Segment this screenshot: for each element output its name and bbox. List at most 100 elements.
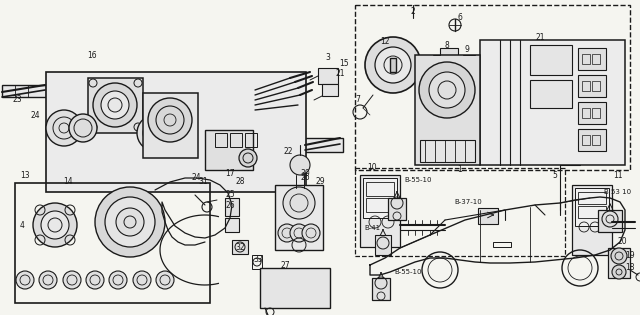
Text: 16: 16 bbox=[87, 50, 97, 60]
Bar bbox=[360, 175, 400, 247]
Bar bbox=[582, 108, 590, 118]
Circle shape bbox=[93, 83, 137, 127]
Text: 19: 19 bbox=[625, 250, 635, 260]
Bar bbox=[578, 102, 606, 124]
Bar bbox=[582, 81, 590, 91]
Circle shape bbox=[365, 37, 421, 93]
Text: 20: 20 bbox=[617, 238, 627, 247]
Bar bbox=[578, 129, 606, 151]
Circle shape bbox=[375, 47, 411, 83]
Bar bbox=[363, 178, 397, 218]
Circle shape bbox=[41, 211, 69, 239]
Text: 8: 8 bbox=[445, 41, 449, 49]
Circle shape bbox=[16, 271, 34, 289]
Circle shape bbox=[290, 155, 310, 175]
Bar bbox=[355, 5, 630, 170]
Bar bbox=[388, 198, 406, 220]
Bar bbox=[375, 235, 391, 255]
Text: 18: 18 bbox=[625, 264, 635, 272]
Text: 32: 32 bbox=[235, 243, 245, 253]
Bar bbox=[582, 54, 590, 64]
Text: 17: 17 bbox=[225, 169, 235, 177]
Text: 25
26: 25 26 bbox=[225, 190, 235, 210]
Text: 14: 14 bbox=[63, 177, 73, 186]
Circle shape bbox=[148, 98, 192, 142]
Bar bbox=[578, 206, 606, 218]
Bar bbox=[230, 133, 242, 147]
Bar bbox=[245, 133, 257, 147]
Bar bbox=[493, 242, 511, 247]
Text: 10: 10 bbox=[367, 163, 377, 173]
Text: 7: 7 bbox=[356, 95, 360, 105]
Text: B-55-10: B-55-10 bbox=[394, 269, 422, 275]
Bar bbox=[478, 208, 498, 224]
Circle shape bbox=[429, 72, 465, 108]
Circle shape bbox=[302, 224, 320, 242]
Text: 9: 9 bbox=[465, 45, 469, 54]
Text: 13: 13 bbox=[20, 170, 30, 180]
Bar bbox=[578, 75, 606, 97]
Bar bbox=[215, 133, 227, 147]
Bar bbox=[608, 248, 630, 278]
Text: 23: 23 bbox=[12, 95, 22, 105]
Bar bbox=[592, 54, 600, 64]
Circle shape bbox=[133, 271, 151, 289]
Bar bbox=[575, 188, 609, 226]
Bar bbox=[372, 278, 390, 300]
Text: B 53 10: B 53 10 bbox=[604, 189, 632, 195]
Circle shape bbox=[46, 110, 82, 146]
Text: 24: 24 bbox=[191, 174, 201, 182]
Text: 12: 12 bbox=[380, 37, 390, 47]
Circle shape bbox=[116, 208, 144, 236]
Text: 33: 33 bbox=[253, 255, 263, 265]
Circle shape bbox=[290, 224, 308, 242]
Circle shape bbox=[156, 271, 174, 289]
Bar bbox=[252, 255, 262, 269]
Text: 24: 24 bbox=[30, 111, 40, 119]
Text: 26: 26 bbox=[300, 174, 310, 182]
Bar bbox=[592, 108, 600, 118]
Bar bbox=[598, 210, 622, 232]
Text: 1: 1 bbox=[458, 165, 462, 175]
Text: 6: 6 bbox=[458, 14, 463, 22]
Bar bbox=[480, 40, 625, 165]
Bar bbox=[415, 55, 480, 165]
Circle shape bbox=[137, 115, 173, 151]
Bar bbox=[572, 185, 612, 255]
Circle shape bbox=[101, 91, 129, 119]
Text: 2: 2 bbox=[411, 8, 415, 16]
Circle shape bbox=[419, 62, 475, 118]
Bar bbox=[355, 168, 565, 256]
Text: 28: 28 bbox=[236, 177, 244, 186]
Circle shape bbox=[239, 149, 257, 167]
Text: 31: 31 bbox=[198, 177, 208, 186]
Circle shape bbox=[86, 271, 104, 289]
Bar bbox=[260, 268, 330, 308]
Bar bbox=[232, 240, 248, 254]
Circle shape bbox=[283, 187, 315, 219]
Text: 27: 27 bbox=[280, 261, 290, 270]
Text: 3: 3 bbox=[326, 53, 330, 61]
Bar bbox=[420, 140, 475, 162]
Bar bbox=[143, 93, 198, 158]
Bar bbox=[578, 192, 606, 204]
Circle shape bbox=[33, 203, 77, 247]
Bar bbox=[530, 45, 572, 75]
Text: B-37-10: B-37-10 bbox=[454, 199, 482, 205]
Bar bbox=[318, 68, 338, 84]
Circle shape bbox=[612, 265, 626, 279]
Bar bbox=[390, 58, 396, 72]
Bar bbox=[592, 135, 600, 145]
Bar bbox=[592, 81, 600, 91]
Bar bbox=[2, 85, 46, 97]
Circle shape bbox=[611, 248, 627, 264]
Text: 15: 15 bbox=[339, 59, 349, 67]
Bar bbox=[225, 198, 239, 216]
Circle shape bbox=[39, 271, 57, 289]
Bar bbox=[46, 72, 306, 192]
Text: 21: 21 bbox=[335, 68, 345, 77]
Circle shape bbox=[95, 187, 165, 257]
Text: 29: 29 bbox=[315, 177, 325, 186]
Text: 30: 30 bbox=[300, 169, 310, 178]
Bar bbox=[305, 138, 343, 152]
